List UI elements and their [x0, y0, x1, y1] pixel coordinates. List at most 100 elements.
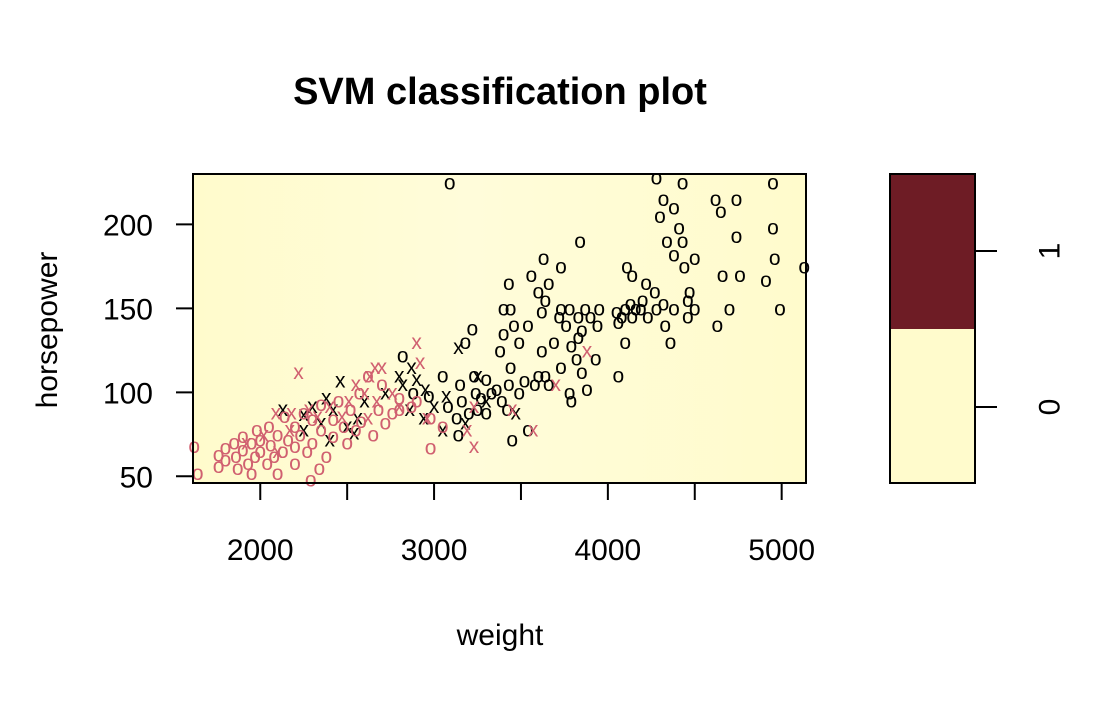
data-point-x: x [462, 418, 473, 441]
data-point-o: o [341, 432, 353, 455]
data-point-o: o [451, 407, 463, 430]
data-point-o: o [393, 386, 405, 409]
data-point-x: x [316, 412, 327, 435]
data-point-o: o [678, 255, 690, 278]
colorbar-segment-1 [890, 174, 975, 329]
data-point-x: x [351, 373, 362, 396]
data-point-o: o [543, 373, 555, 396]
data-point-o: o [640, 272, 652, 295]
data-point-x: x [394, 395, 405, 418]
x-axis: 2000 3000 4000 5000 [227, 482, 815, 567]
data-point-o: o [661, 230, 673, 253]
y-tick-label: 50 [120, 461, 153, 494]
data-point-o: o [246, 462, 258, 485]
data-point-o: o [444, 171, 456, 194]
data-point-o: o [289, 435, 301, 458]
data-point-o: o [453, 423, 465, 446]
data-point-o: o [659, 314, 671, 337]
data-point-o: o [626, 264, 638, 287]
data-point-o: o [228, 432, 240, 455]
data-point-o: o [682, 289, 694, 312]
x-tick-label: 3000 [401, 534, 468, 567]
data-point-o: o [566, 390, 578, 413]
data-point-o: o [539, 365, 551, 388]
data-point-o: o [572, 306, 584, 329]
data-point-o: o [576, 361, 588, 384]
data-point-x: x [335, 370, 346, 393]
data-point-x: x [398, 373, 409, 396]
data-point-o: o [220, 437, 232, 460]
data-point-o: o [305, 469, 317, 492]
data-point-o: o [307, 432, 319, 455]
data-point-o: o [767, 217, 779, 240]
data-point-o: o [345, 398, 357, 421]
data-point-o: o [246, 432, 258, 455]
data-point-o: o [251, 418, 263, 441]
data-point-x: x [258, 423, 269, 446]
data-point-o: o [315, 393, 327, 416]
data-point-o: o [456, 390, 468, 413]
data-point-o: o [539, 289, 551, 312]
data-point-x: x [271, 401, 282, 424]
data-point-x: x [304, 398, 315, 421]
data-point-o: o [480, 368, 492, 391]
data-point-x: x [325, 428, 336, 451]
data-point-o: o [592, 314, 604, 337]
data-point-o: o [307, 408, 319, 431]
data-point-o: o [576, 319, 588, 342]
data-point-o: o [279, 405, 291, 428]
data-point-o: o [470, 381, 482, 404]
data-point-o: o [619, 297, 631, 320]
data-point-o: o [769, 247, 781, 270]
data-point-o: o [519, 370, 531, 393]
data-point-o: o [393, 398, 405, 421]
data-point-o: o [263, 415, 275, 438]
data-point-o: o [564, 297, 576, 320]
data-point-o: o [472, 398, 484, 421]
data-point-x: x [286, 401, 297, 424]
data-point-o: o [665, 331, 677, 354]
data-point-o: o [630, 297, 642, 320]
y-axis-label: horsepower [31, 252, 64, 409]
data-point-o: o [254, 440, 266, 463]
data-point-o: o [621, 255, 633, 278]
data-point-x: x [387, 381, 398, 404]
data-point-x: x [469, 435, 480, 458]
data-point-o: o [651, 297, 663, 320]
data-point-o: o [590, 348, 602, 371]
data-point-o: o [327, 408, 339, 431]
data-point-o: o [277, 440, 289, 463]
data-point-o: o [612, 311, 624, 334]
data-point-o: o [579, 297, 591, 320]
data-point-o: o [543, 272, 555, 295]
data-point-o: o [774, 297, 786, 320]
data-point-o: o [529, 373, 541, 396]
chart-title: SVM classification plot [293, 71, 707, 113]
data-point-o: o [254, 428, 266, 451]
data-point-o: o [367, 423, 379, 446]
data-point-o: o [731, 225, 743, 248]
data-point-x: x [241, 432, 252, 455]
data-point-o: o [513, 331, 525, 354]
data-point-o: o [760, 269, 772, 292]
data-point-o: o [668, 297, 680, 320]
data-point-o: o [715, 200, 727, 223]
data-point-o: o [454, 373, 466, 396]
data-point-o: o [566, 334, 578, 357]
data-point-x: x [359, 381, 370, 404]
data-point-o: o [668, 197, 680, 220]
data-point-o: o [574, 230, 586, 253]
data-point-o: o [338, 415, 350, 438]
data-point-o: o [710, 188, 722, 211]
data-point-o: o [355, 410, 367, 433]
data-point-o: o [501, 398, 513, 421]
data-point-x: x [298, 418, 309, 441]
data-point-x: x [349, 422, 360, 445]
data-point-o: o [649, 281, 661, 304]
data-point-o: o [526, 264, 538, 287]
data-point-o: o [498, 323, 510, 346]
data-point-o: o [466, 318, 478, 341]
data-point-o: o [682, 306, 694, 329]
